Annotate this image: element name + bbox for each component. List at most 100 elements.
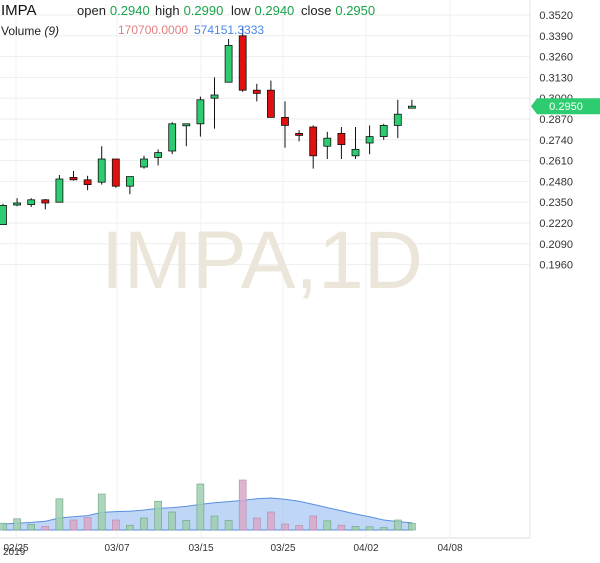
candle-body <box>309 126 318 157</box>
volume-bar <box>41 526 50 531</box>
volume-bar <box>168 511 176 531</box>
symbol-label: IMPA <box>1 2 37 19</box>
high-label: high <box>155 3 180 18</box>
candle-body <box>168 123 177 152</box>
candle-body <box>111 158 120 187</box>
open-label: open <box>77 3 106 18</box>
high-readout: high 0.2990 <box>155 3 223 18</box>
candle-body <box>69 176 78 181</box>
candle-body <box>140 158 148 168</box>
volume-bar <box>379 527 388 531</box>
candle-body <box>154 152 163 158</box>
volume-bar <box>196 483 205 531</box>
volume-bar <box>295 525 303 531</box>
volume-bar <box>126 524 134 531</box>
volume-bar <box>13 518 21 531</box>
open-readout: open 0.2940 <box>77 3 150 18</box>
volume-value: 170700.0000 <box>118 23 189 37</box>
candle-body <box>83 179 92 186</box>
candle-body <box>266 89 275 118</box>
candle-body <box>41 199 50 204</box>
chart-header: IMPA open 0.2940 high 0.2990 low 0.2940 clo… <box>0 0 530 40</box>
volume-bar <box>281 523 289 531</box>
y-tick-label: 0.3390 <box>539 31 573 43</box>
volume-bar <box>408 522 416 531</box>
candle-body <box>126 176 134 187</box>
close-label: close <box>301 3 332 18</box>
candle-body <box>365 136 374 144</box>
volume-bar <box>27 524 36 531</box>
volume-bar <box>253 517 261 531</box>
y-tick-label: 0.3260 <box>539 52 573 64</box>
candle-body <box>97 158 106 183</box>
volume-title: Volume <box>1 24 42 38</box>
volume-layer <box>0 479 416 531</box>
candle-body <box>0 204 7 225</box>
y-tick-label: 0.2480 <box>539 176 573 188</box>
volume-bar <box>154 500 162 531</box>
volume-bar <box>112 519 120 531</box>
candle-body <box>281 117 289 126</box>
volume-bar <box>97 493 106 531</box>
candle-body <box>295 132 304 136</box>
x-tick-label: 04/02 <box>353 543 378 554</box>
last-price-tag: 0.2950 <box>531 98 600 115</box>
candle-body <box>210 94 219 99</box>
candle-body <box>323 137 332 147</box>
volume-label: Volume (9) <box>1 24 59 38</box>
candle-body <box>13 202 22 206</box>
x-tick-label: 04/08 <box>437 543 462 554</box>
grid <box>0 0 531 539</box>
volume-bar <box>238 479 247 531</box>
volume-period: (9) <box>44 24 60 38</box>
high-value: 0.2990 <box>183 3 224 18</box>
low-readout: low 0.2940 <box>231 3 294 18</box>
watermark: IMPA,1D <box>101 215 423 306</box>
x-axis: 02/25 03/07 03/15 03/25 04/02 04/08 2019 <box>3 543 463 558</box>
volume-bar <box>83 517 92 531</box>
volume-average-area <box>2 497 413 531</box>
y-tick-label: 0.2870 <box>539 114 573 126</box>
candle-body <box>393 113 402 126</box>
open-value: 0.2940 <box>109 3 150 18</box>
x-tick-label: 03/15 <box>188 543 213 554</box>
candle-body <box>379 125 388 138</box>
volume-bar <box>267 511 275 531</box>
y-tick-label: 0.3520 <box>539 10 573 22</box>
volume-bar <box>365 526 374 531</box>
close-value: 0.2950 <box>335 3 376 18</box>
y-tick-label: 0.2220 <box>539 218 573 230</box>
x-year-label: 2019 <box>3 547 26 558</box>
volume-bar <box>55 498 64 531</box>
candle-body <box>55 178 64 203</box>
volume-bar <box>182 520 191 531</box>
price-tag-box <box>531 98 600 115</box>
y-tick-label: 0.2350 <box>539 197 573 209</box>
volume-avg-value: 574151.3333 <box>194 23 265 37</box>
candle-body <box>224 45 233 83</box>
price-tag-value: 0.2950 <box>549 101 583 113</box>
candles-layer <box>0 26 416 225</box>
close-readout: close 0.2950 <box>301 3 375 18</box>
volume-bar <box>224 520 233 531</box>
y-tick-label: 0.2610 <box>539 156 573 168</box>
y-axis: 0.35200.33900.32600.31300.30000.28700.27… <box>539 10 573 272</box>
volume-bar <box>69 519 78 531</box>
volume-bar <box>0 522 7 531</box>
x-tick-label: 03/25 <box>270 543 295 554</box>
volume-bar <box>309 515 318 531</box>
candle-body <box>252 89 261 94</box>
low-value: 0.2940 <box>254 3 295 18</box>
volume-bar <box>393 519 402 531</box>
volume-bar <box>337 524 346 531</box>
y-tick-label: 0.2090 <box>539 239 573 251</box>
x-tick-label: 03/07 <box>104 543 129 554</box>
candle-body <box>407 105 416 109</box>
y-tick-label: 0.2740 <box>539 135 573 147</box>
volume-bar <box>351 526 360 531</box>
low-label: low <box>231 3 251 18</box>
candle-body <box>351 148 360 157</box>
x-tick-label: 02/25 <box>3 543 28 554</box>
